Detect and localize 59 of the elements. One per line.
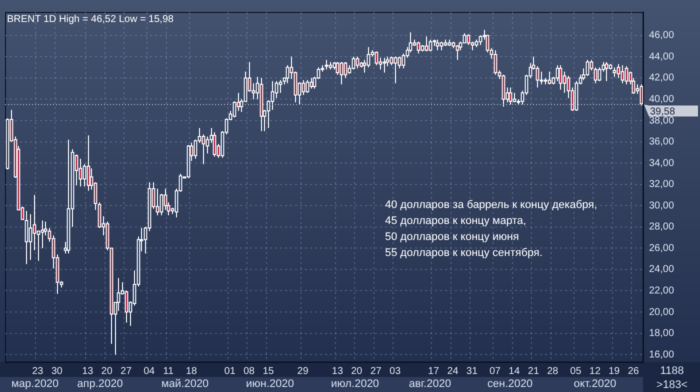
y-tick-label: 28,00 bbox=[649, 222, 674, 233]
y-tick-label: 46,00 bbox=[649, 30, 674, 42]
x-tick-label: 31 bbox=[466, 366, 478, 377]
text: мар.2020 bbox=[11, 378, 59, 390]
x-tick-label: 24 bbox=[447, 366, 459, 377]
text: июл.2020 bbox=[330, 378, 380, 390]
y-tick-label: 26,00 bbox=[649, 242, 674, 254]
text: май.2020 bbox=[161, 378, 209, 390]
y-tick-label: 18,00 bbox=[649, 328, 674, 340]
x-tick-label: 27 bbox=[370, 366, 382, 377]
x-tick-label: 17 bbox=[428, 366, 440, 377]
text: апр.2020 bbox=[77, 378, 123, 390]
annotation: 50 долларов к концу июня bbox=[385, 231, 519, 244]
y-tick-label: 40,00 bbox=[649, 94, 674, 105]
x-tick-label: 21 bbox=[528, 366, 540, 377]
x-tick-label: 03 bbox=[390, 366, 402, 377]
y-tick-label: 22,00 bbox=[649, 285, 674, 296]
x-tick-label: 05 bbox=[570, 366, 582, 377]
y-tick-label: 20,00 bbox=[649, 306, 674, 318]
x-tick-label: 14 bbox=[508, 366, 520, 377]
x-tick-label: 23 bbox=[32, 366, 44, 377]
chart-title: BRENT 1D High = 46,52 Low = 15,98 bbox=[7, 14, 174, 25]
annotation: 45 долларов к концу марта, bbox=[385, 215, 526, 228]
x-tick-label: 30 bbox=[51, 366, 63, 377]
y-tick-label: 34,00 bbox=[649, 158, 674, 169]
y-tick-label: 32,00 bbox=[649, 179, 674, 190]
x-tick-label: 27 bbox=[120, 366, 132, 377]
x-tick-label: 01 bbox=[224, 366, 236, 377]
x-tick-label: 19 bbox=[608, 366, 620, 377]
y-tick-label: 38,00 bbox=[649, 115, 674, 126]
x-tick-label: 12 bbox=[589, 366, 601, 377]
text: окт.2020 bbox=[574, 378, 616, 390]
text: >183< bbox=[656, 379, 688, 392]
ref-line-label: 39,58 bbox=[650, 106, 676, 118]
x-tick-label: 26 bbox=[628, 366, 640, 377]
y-tick-label: 36,00 bbox=[649, 136, 674, 148]
annotation: 40 долларов за баррель к концу декабря, bbox=[385, 199, 598, 212]
x-tick-label: 20 bbox=[101, 366, 113, 377]
text: сен.2020 bbox=[487, 378, 533, 390]
x-tick-label: 13 bbox=[82, 366, 94, 377]
x-tick-label: 08 bbox=[243, 366, 256, 377]
x-tick-label: 11 bbox=[163, 366, 174, 377]
x-tick-label: 07 bbox=[489, 366, 502, 377]
text: авг.2020 bbox=[408, 378, 452, 390]
y-tick-label: 42,00 bbox=[649, 72, 674, 84]
x-tick-label: 29 bbox=[297, 366, 309, 377]
x-tick-label: 13 bbox=[332, 366, 344, 377]
x-tick-label: 20 bbox=[351, 366, 363, 377]
text: июн.2020 bbox=[246, 378, 294, 390]
y-tick-label: 44,00 bbox=[649, 51, 674, 62]
x-tick-label: 15 bbox=[262, 366, 274, 377]
x-tick-label: 18 bbox=[186, 366, 198, 377]
x-tick-label: 28 bbox=[547, 366, 559, 377]
x-tick-label: 04 bbox=[144, 366, 156, 377]
y-tick-label: 24,00 bbox=[649, 264, 674, 276]
y-tick-label: 30,00 bbox=[649, 200, 674, 212]
text: 1188 bbox=[660, 365, 684, 378]
y-tick-label: 16,00 bbox=[649, 349, 674, 360]
annotation: 55 долларов к концу сентября. bbox=[385, 247, 543, 260]
